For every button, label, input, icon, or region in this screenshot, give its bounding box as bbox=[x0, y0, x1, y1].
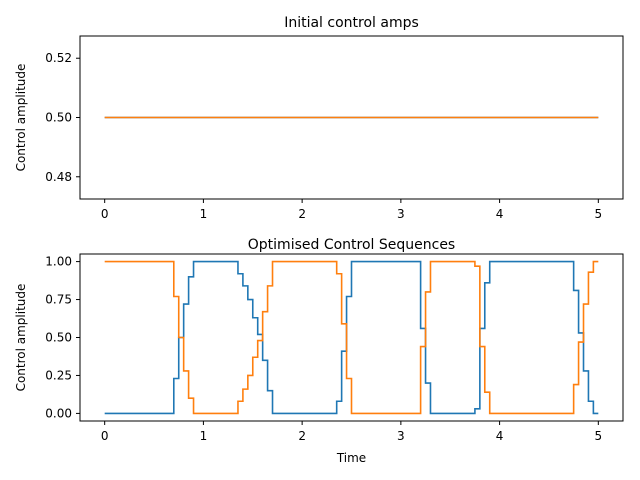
chart-title: Optimised Control Sequences bbox=[248, 237, 455, 253]
x-tick-label: 2 bbox=[298, 429, 306, 443]
x-tick-label: 1 bbox=[200, 207, 208, 221]
x-tick-label: 3 bbox=[397, 429, 405, 443]
y-tick-label: 0.52 bbox=[45, 51, 72, 65]
chart-title: Initial control amps bbox=[284, 15, 419, 31]
x-tick-label: 0 bbox=[101, 429, 109, 443]
series-line-0 bbox=[104, 260, 599, 415]
x-tick-label: 4 bbox=[496, 429, 504, 443]
x-tick-label: 2 bbox=[298, 207, 306, 221]
y-tick-label: 0.48 bbox=[45, 170, 72, 184]
x-tick-label: 1 bbox=[200, 429, 208, 443]
x-tick-label: 3 bbox=[397, 207, 405, 221]
y-tick-label: 0.25 bbox=[45, 368, 72, 382]
series-line-1 bbox=[104, 260, 599, 415]
x-tick-label: 4 bbox=[496, 207, 504, 221]
y-tick-label: 0.50 bbox=[45, 331, 72, 345]
initial-control-amps-panel: 0 1 2 3 4 5 0.48 0.50 0.52 Initial control amps Co… bbox=[14, 15, 624, 221]
x-tick-label: 5 bbox=[594, 207, 602, 221]
y-tick-label: 1.00 bbox=[45, 255, 72, 269]
y-tick-label: 0.50 bbox=[45, 111, 72, 125]
y-tick-label: 0.00 bbox=[45, 406, 72, 420]
x-tick-label: 5 bbox=[594, 429, 602, 443]
y-axis-label: Control amplitude bbox=[14, 284, 28, 392]
x-tick-label: 0 bbox=[101, 207, 109, 221]
y-tick-label: 0.75 bbox=[45, 293, 72, 307]
x-axis-label: Time bbox=[336, 451, 366, 465]
optimised-control-sequences-panel: 0 1 2 3 4 5 0.00 0.25 0.50 0.75 1.00 Optimised Cont… bbox=[14, 237, 624, 465]
y-axis-label: Control amplitude bbox=[14, 64, 28, 172]
